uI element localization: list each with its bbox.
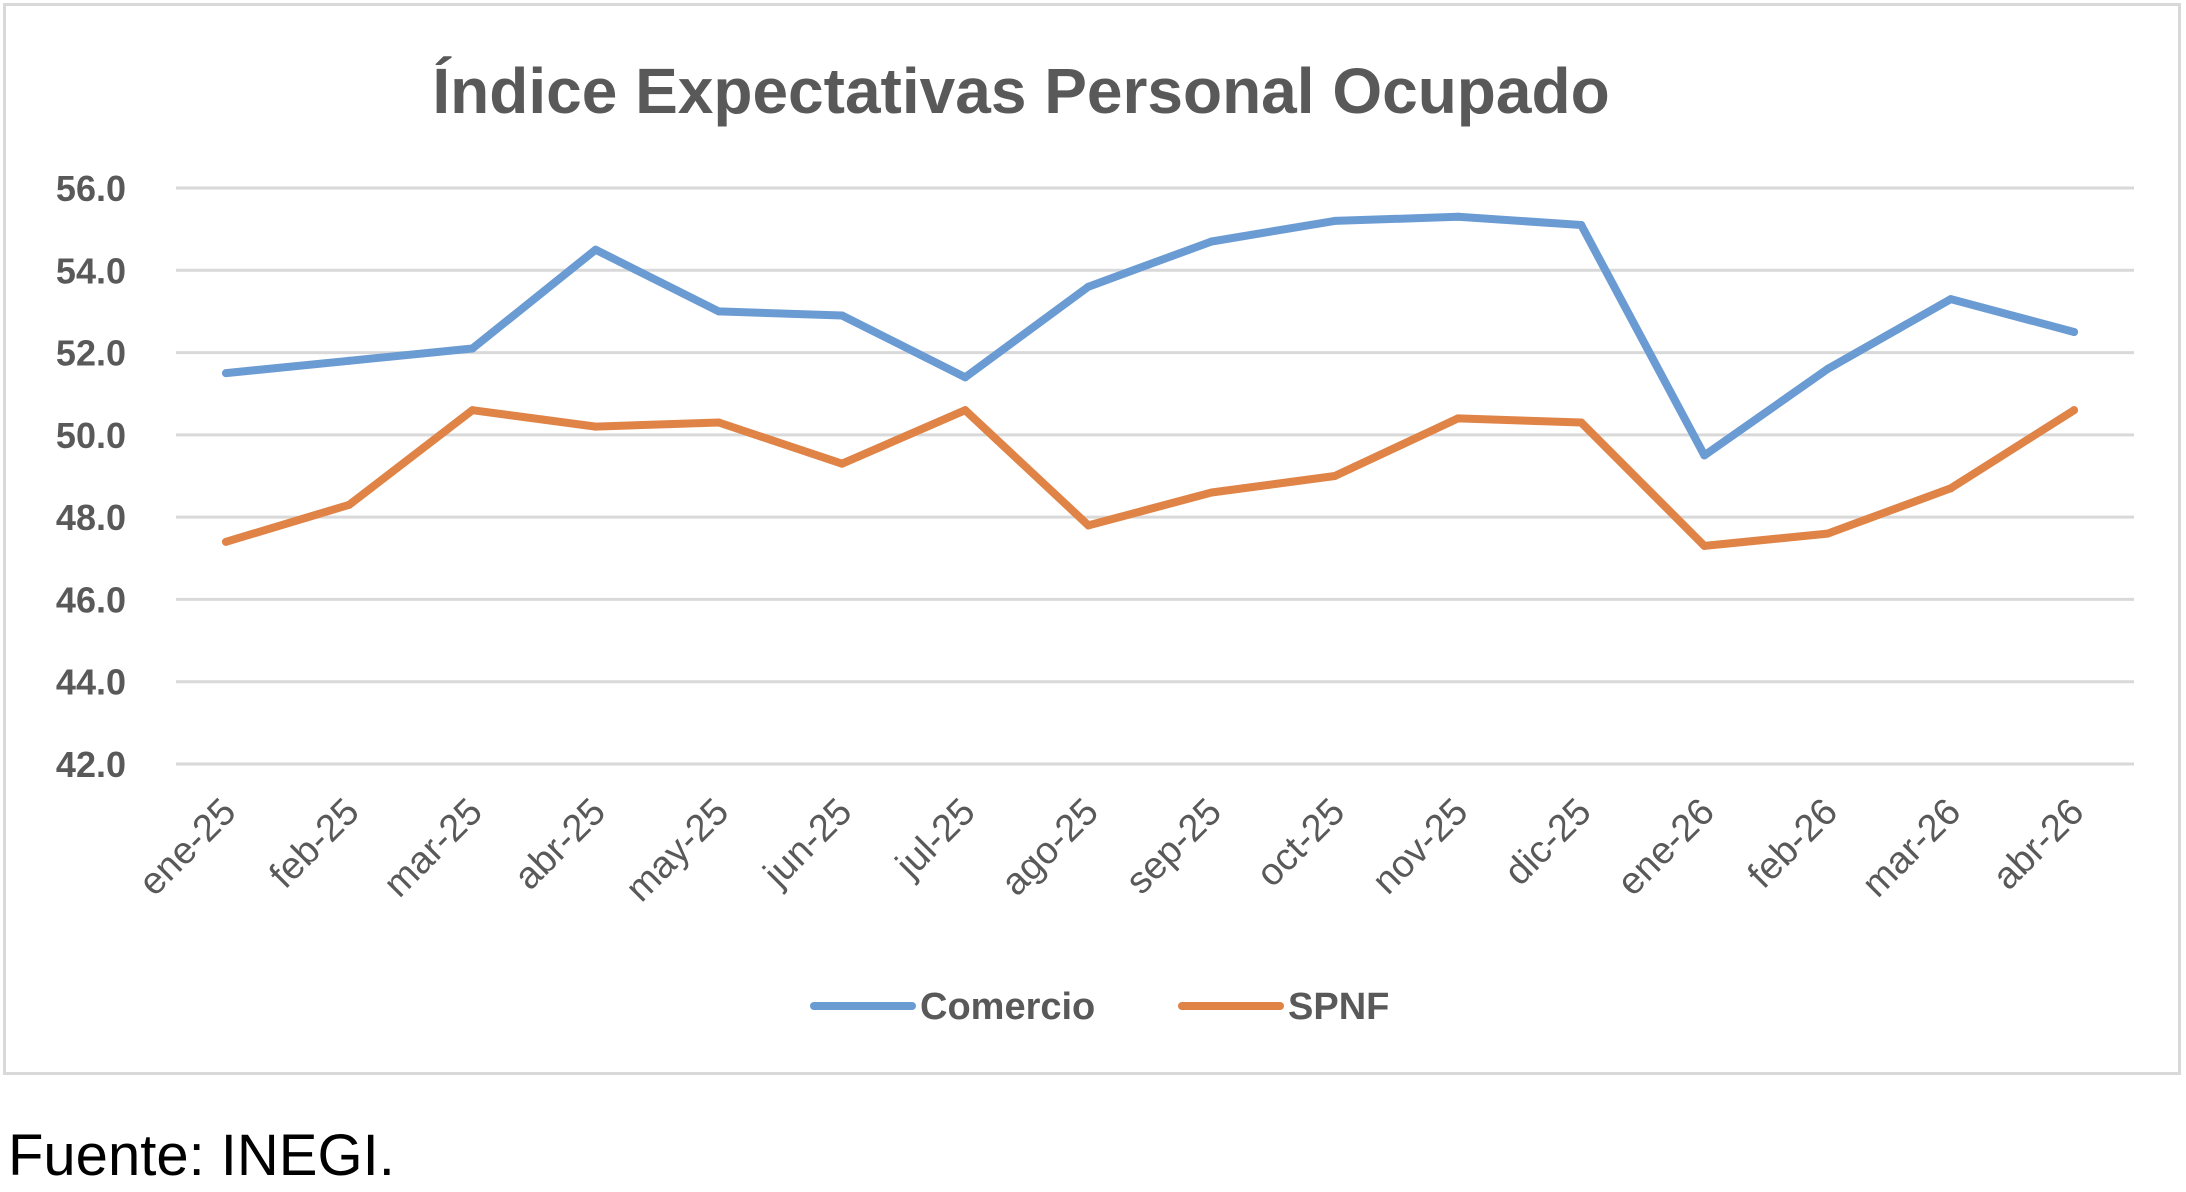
x-tick-label: jul-25 [887, 791, 983, 887]
data-point [591, 422, 600, 431]
x-axis-ticks: ene-25 feb-25 mar-25 abr-25 may-25 jun-25 jul-… [131, 791, 2092, 910]
data-point [1946, 484, 1955, 493]
y-tick-label: 54.0 [56, 250, 126, 291]
x-tick-label: dic-25 [1497, 791, 1600, 894]
data-point [222, 369, 230, 378]
x-tick-label: mar-26 [1854, 791, 1969, 906]
data-point [961, 406, 970, 415]
y-tick-label: 46.0 [56, 579, 126, 620]
data-point [1823, 529, 1832, 538]
series-line-comercio [222, 212, 2078, 460]
x-tick-label: feb-25 [262, 791, 368, 897]
data-point [1084, 282, 1093, 291]
data-point [1700, 451, 1709, 460]
gridlines [176, 186, 2134, 766]
x-tick-label: nov-25 [1364, 791, 1476, 903]
series-line-spnf [222, 406, 2078, 550]
series-lines [222, 212, 2078, 550]
data-point [1700, 541, 1709, 550]
x-tick-label: abr-26 [1985, 791, 2092, 898]
x-tick-label: abr-25 [507, 791, 614, 898]
y-tick-label: 50.0 [56, 415, 126, 456]
x-tick-label: feb-26 [1740, 791, 1846, 897]
y-tick-label: 42.0 [56, 744, 126, 785]
data-point [2070, 406, 2078, 415]
data-point [591, 245, 600, 254]
x-tick-label: sep-25 [1118, 791, 1230, 903]
legend: Comercio SPNF [810, 986, 1389, 1028]
x-tick-label: ago-25 [993, 791, 1106, 904]
y-tick-label: 56.0 [56, 168, 126, 209]
x-tick-label: ene-25 [131, 791, 244, 904]
data-point [714, 418, 723, 427]
data-point [1577, 418, 1586, 427]
data-point [714, 307, 723, 316]
data-point [1454, 414, 1462, 423]
data-point [1207, 237, 1216, 246]
data-point [1823, 365, 1832, 374]
data-point [1454, 212, 1462, 221]
data-point [468, 406, 477, 415]
data-point [838, 311, 846, 320]
data-point [2070, 328, 2078, 336]
data-point [1946, 295, 1955, 304]
x-tick-label: may-25 [618, 791, 737, 910]
y-tick-label: 48.0 [56, 497, 126, 538]
chart-title: Índice Expectativas Personal Ocupado [432, 55, 1610, 127]
y-tick-label: 52.0 [56, 333, 126, 374]
data-point [961, 373, 970, 382]
data-point [1577, 221, 1586, 230]
source-note: Fuente: INEGI. [8, 1123, 395, 1188]
data-point [345, 356, 354, 365]
x-tick-label: oct-25 [1249, 791, 1353, 895]
data-point [838, 459, 846, 468]
chart-frame: Índice Expectativas Personal Ocupado 42.… [3, 3, 2181, 1075]
data-point [345, 500, 354, 509]
data-point [468, 344, 477, 353]
y-tick-label: 44.0 [56, 662, 126, 703]
data-point [222, 537, 230, 546]
x-tick-label: ene-26 [1609, 791, 1722, 904]
line-chart: 42.044.046.048.050.052.054.056.0 ene-25 f… [56, 168, 2134, 1028]
data-point [1330, 472, 1339, 480]
legend-label: Comercio [920, 986, 1095, 1028]
data-point [1330, 216, 1339, 225]
data-point [1084, 521, 1093, 530]
legend-label: SPNF [1288, 986, 1389, 1028]
x-tick-label: jun-25 [755, 791, 860, 896]
data-point [1207, 488, 1216, 497]
x-tick-label: mar-25 [376, 791, 491, 906]
y-axis-ticks: 42.0 44.0 46.0 48.0 50.0 52.0 54.0 56.0 [56, 168, 126, 785]
